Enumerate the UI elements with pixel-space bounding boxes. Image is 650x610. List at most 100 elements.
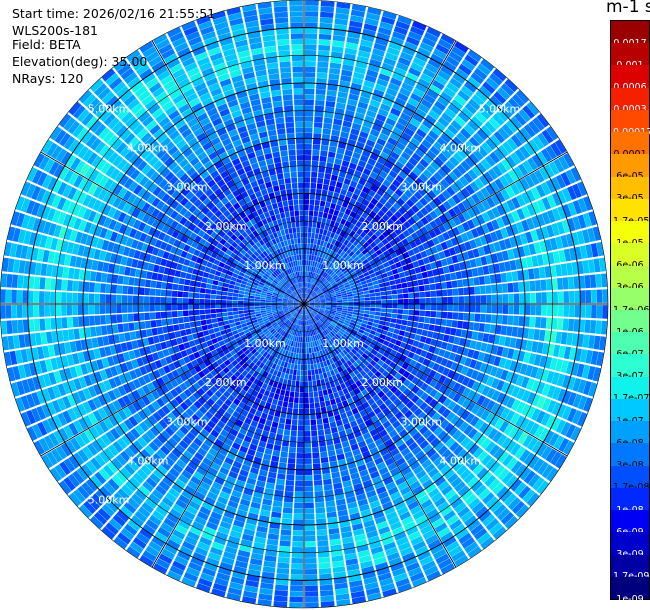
ppi-cell (265, 331, 272, 337)
ppi-cell (324, 489, 334, 497)
ppi-cell (155, 296, 161, 304)
ppi-cell (342, 58, 355, 66)
ppi-cell (321, 286, 327, 291)
ppi-cell (485, 254, 493, 265)
ppi-cell (504, 261, 512, 272)
ppi-cell (249, 354, 256, 362)
ppi-cell (263, 560, 276, 568)
ppi-cell (320, 305, 326, 308)
ppi-cell (319, 395, 325, 402)
ppi-cell (310, 341, 313, 348)
ppi-cell (370, 53, 384, 62)
ppi-cell (216, 317, 223, 323)
ppi-cell (193, 400, 203, 409)
ppi-cell (415, 421, 425, 431)
ppi-cell (461, 107, 474, 119)
ppi-cell (206, 521, 219, 531)
ppi-cell (541, 197, 552, 211)
ppi-cell (281, 523, 292, 531)
ppi-cell (354, 249, 362, 256)
ppi-cell (344, 491, 355, 499)
ppi-cell (407, 226, 415, 235)
ppi-cell (396, 92, 409, 102)
ppi-cell (366, 237, 374, 245)
ppi-cell (459, 128, 472, 140)
ppi-cell (63, 425, 74, 439)
ppi-cell (243, 404, 251, 412)
ppi-cell (243, 328, 250, 334)
ppi-cell (54, 464, 67, 479)
ppi-cell (423, 323, 430, 330)
ppi-cell (306, 293, 309, 299)
ppi-cell (119, 467, 132, 480)
ppi-cell (403, 298, 409, 304)
ppi-cell (314, 300, 321, 303)
ppi-cell (110, 304, 117, 314)
ppi-cell (321, 278, 326, 284)
ppi-cell (430, 311, 437, 318)
ppi-cell (328, 527, 340, 535)
ppi-cell (540, 182, 551, 196)
ppi-cell (337, 458, 347, 466)
ppi-cell (67, 473, 80, 488)
ppi-cell (307, 364, 311, 370)
ppi-cell (421, 37, 436, 48)
ppi-cell (275, 364, 280, 371)
ppi-cell (461, 59, 476, 71)
ppi-cell (253, 324, 260, 329)
ppi-cell (369, 359, 377, 367)
ppi-cell (500, 272, 508, 283)
ppi-cell (227, 363, 234, 371)
ppi-cell (304, 50, 317, 56)
ppi-cell (266, 323, 272, 328)
ppi-cell (508, 293, 514, 304)
ppi-cell (444, 327, 452, 335)
ppi-cell (341, 160, 350, 168)
ppi-cell (337, 242, 343, 249)
ppi-cell (378, 253, 385, 260)
ppi-cell (167, 347, 175, 355)
ppi-cell (335, 312, 342, 316)
ppi-cell (501, 250, 510, 261)
ppi-cell (194, 546, 209, 557)
ppi-cell (567, 276, 575, 290)
ppi-cell (209, 377, 218, 385)
ppi-cell (107, 461, 119, 474)
ppi-cell (306, 320, 309, 326)
ppi-cell (224, 546, 238, 555)
ppi-cell (300, 370, 304, 376)
ppi-cell (278, 312, 284, 316)
ppi-cell (393, 452, 403, 462)
ppi-cell (325, 320, 331, 325)
ppi-cell (512, 315, 519, 326)
ppi-cell (321, 384, 327, 391)
ppi-cell (183, 572, 199, 583)
ppi-cell (268, 316, 274, 320)
ppi-cell (341, 125, 351, 133)
ppi-cell (174, 395, 184, 405)
ppi-cell (342, 333, 349, 339)
ppi-cell (235, 356, 243, 363)
ppi-cell (217, 526, 230, 535)
ppi-cell (460, 187, 471, 199)
ppi-cell (358, 309, 365, 314)
ppi-cell (151, 327, 158, 336)
ppi-cell (304, 221, 309, 227)
ppi-cell (416, 273, 423, 280)
ppi-cell (551, 192, 562, 207)
ppi-cell (533, 267, 541, 279)
ppi-cell (419, 158, 430, 168)
ppi-cell (441, 112, 453, 124)
ppi-cell (282, 306, 288, 309)
ppi-cell (339, 395, 347, 402)
ppi-cell (341, 310, 348, 313)
ppi-cell (314, 116, 323, 123)
ppi-cell (330, 202, 337, 210)
ppi-cell (298, 325, 301, 332)
ppi-cell (417, 411, 427, 421)
ppi-cell (319, 332, 324, 339)
ppi-cell (265, 366, 272, 373)
ppi-cell (257, 475, 267, 483)
ppi-cell (103, 447, 115, 460)
ppi-cell (298, 353, 302, 359)
